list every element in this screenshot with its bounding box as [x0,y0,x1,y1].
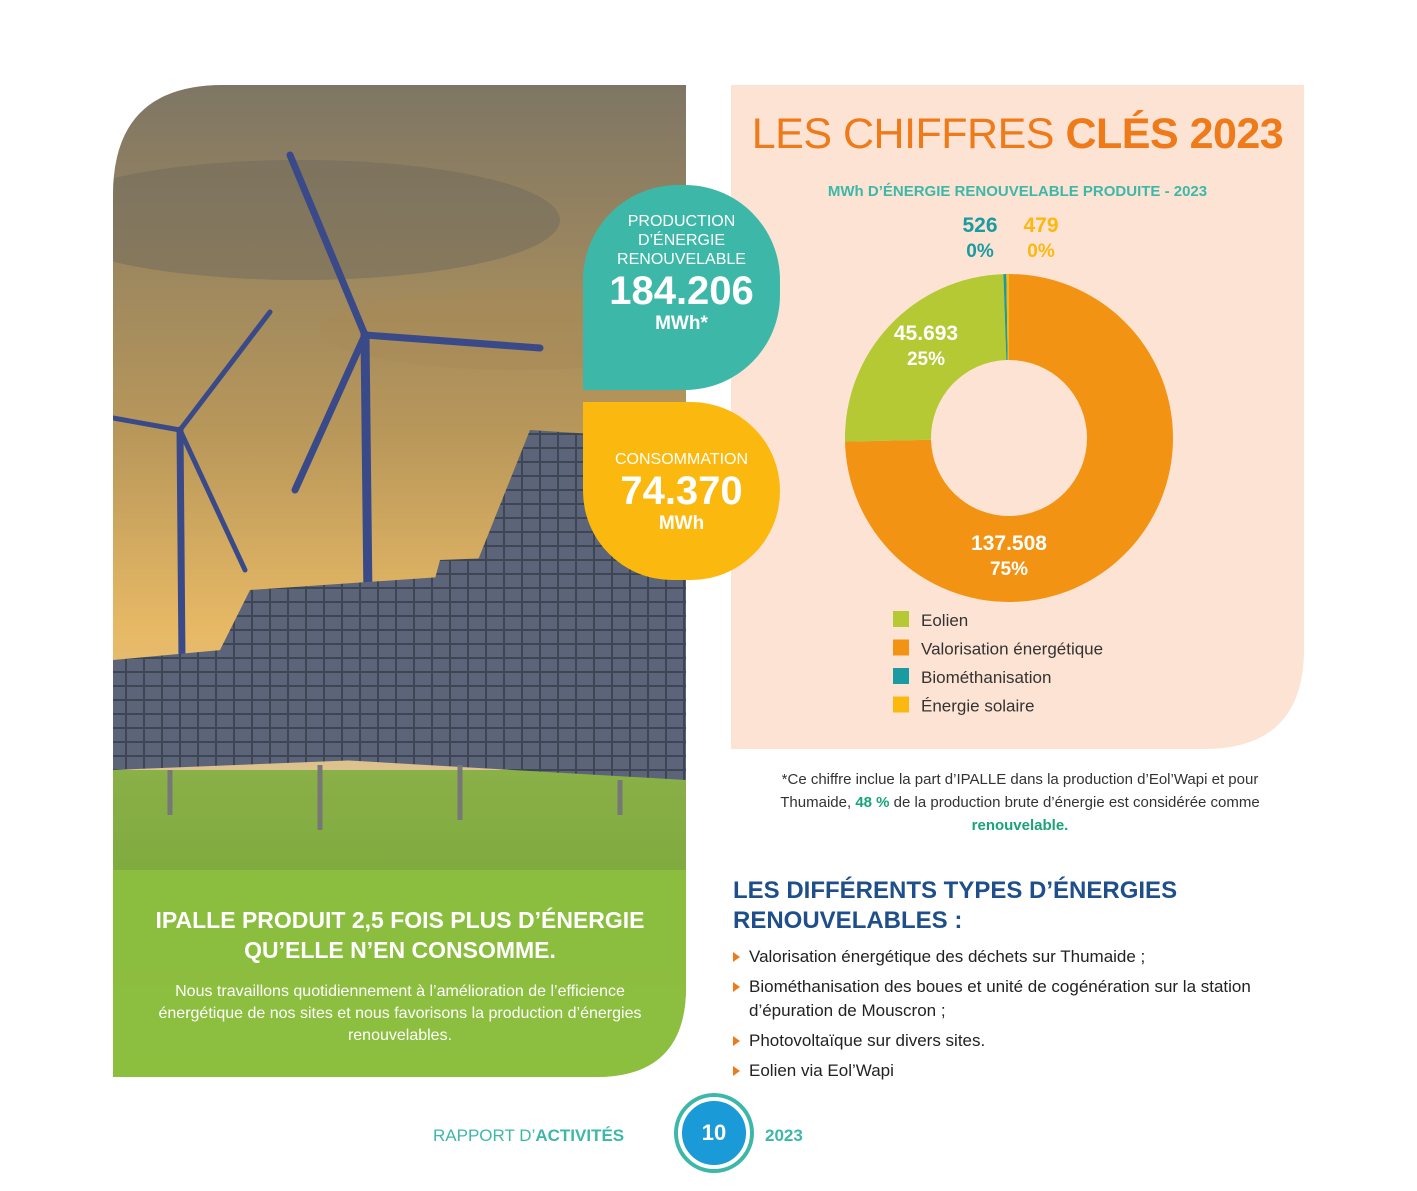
legend-swatch [893,639,909,656]
photo-caption: IPALLE PRODUIT 2,5 FOIS PLUS D’ÉNERGIE Q… [140,905,660,1047]
title-light: LES CHIFFRES [751,110,1055,158]
callout-value: 184.206 [609,269,754,313]
types-list: Valorisation énergétique des déchets sur… [733,945,1273,1089]
donut-slice [845,274,1173,602]
page-number: 10 [678,1097,750,1169]
donut-chart: 45.693 25% 137.508 75% 526 0% 479 0% Eolien Valor… [844,214,1173,716]
types-title: LES DIFFÉRENTS TYPES D’ÉNERGIES RENOUVEL… [733,877,1178,934]
callout-label: CONSOMMATION [614,451,749,468]
donut-slice [1006,274,1009,361]
legend-label: Biométhanisation [921,668,1051,687]
legend-label: Valorisation énergétique [921,640,1103,659]
note-highlight: renouvelable. [971,817,1069,834]
value-label: 137.508 [971,532,1047,555]
key-figures-panel [731,85,1304,749]
donut-slice [844,274,1007,442]
footer-bold: ACTIVITÉS [535,1126,625,1145]
list-item: Valorisation énergétique des déchets sur… [733,945,1273,969]
callout-unit: MWh [658,513,705,534]
page-title: LES CHIFFRES CLÉS 2023 [731,110,1304,159]
percent-label: 0% [1027,241,1055,262]
note-highlight: 48 % [855,794,890,811]
photo [113,85,686,1077]
donut-slice [1003,274,1008,361]
footnote: *Ce chiffre inclue la part d’IPALLE dans… [750,768,1290,837]
title-bold: CLÉS 2023 [1065,110,1284,158]
value-label: 479 [1023,214,1058,237]
value-label: 45.693 [894,322,958,345]
chart-title: MWh D’ÉNERGIE RENOUVELABLE PRODUITE - 20… [827,183,1208,200]
note-text: *Ce chiffre inclue la part d’IPALLE dans… [780,771,1259,811]
percent-label: 0% [966,241,994,262]
legend-swatch [893,611,909,627]
footer-light: RAPPORT D’ [433,1126,536,1145]
consumption-callout: CONSOMMATION 74.370 MWh [583,402,780,580]
legend-label: Énergie solaire [921,697,1034,716]
legend-label: Eolien [921,611,968,630]
value-label: 526 [962,214,997,237]
list-item: Eolien via Eol’Wapi [733,1059,1273,1083]
caption-title: IPALLE PRODUIT 2,5 FOIS PLUS D’ÉNERGIE Q… [155,907,645,963]
percent-label: 75% [990,559,1028,580]
list-item: Photovoltaïque sur divers sites. [733,1029,1273,1053]
callout-label: PRODUCTION D’ÉNERGIE RENOUVELABLE [617,213,746,268]
legend-swatch [893,696,909,713]
percent-label: 25% [907,349,945,370]
note-text: de la production brute d’énergie est con… [889,794,1260,811]
callout-value: 74.370 [620,469,743,513]
callout-unit: MWh* [655,313,708,334]
caption-text: Nous travaillons quotidiennement à l’amé… [158,983,642,1044]
production-callout: PRODUCTION D’ÉNERGIE RENOUVELABLE 184.20… [583,185,780,390]
legend-swatch [893,668,909,684]
footer-label: RAPPORT D’ACTIVITÉS [433,1126,624,1146]
footer-year: 2023 [765,1126,803,1145]
list-item: Biométhanisation des boues et unité de c… [733,975,1273,1023]
